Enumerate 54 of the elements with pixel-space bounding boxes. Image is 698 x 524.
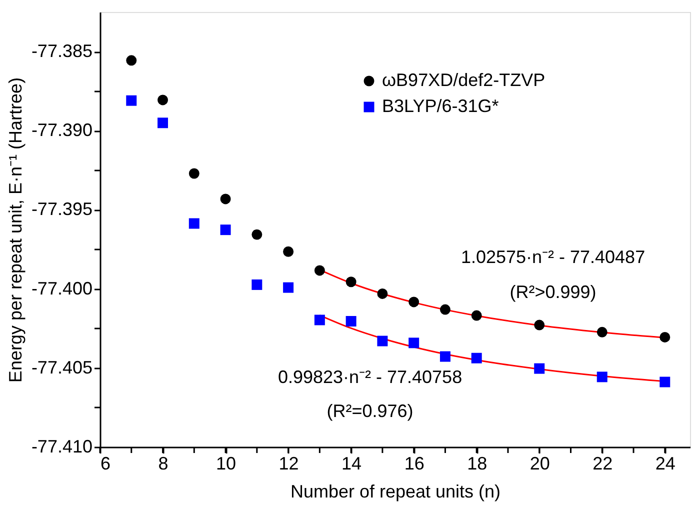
point: [346, 316, 356, 326]
x-tick-label: 14: [342, 454, 362, 474]
x-tick-label: 16: [404, 454, 424, 474]
point: [314, 314, 325, 326]
point: [440, 351, 450, 362]
x-tick-label: 12: [278, 454, 299, 474]
x-tick-label: 22: [592, 454, 613, 474]
legend-label: B3LYP/6-31G*: [382, 96, 499, 116]
point: [126, 55, 137, 66]
y-tick-label: -77.390: [31, 120, 92, 140]
point: [252, 229, 262, 240]
point: [596, 372, 608, 382]
x-tick-label: 8: [158, 454, 168, 474]
annotation: (R²=0.976): [326, 401, 414, 421]
y-tick-label: -77.400: [31, 278, 92, 298]
point: [440, 304, 450, 315]
point: [377, 288, 388, 299]
point: [660, 376, 670, 388]
point: [314, 265, 325, 276]
point: [660, 332, 670, 342]
point: [220, 224, 231, 236]
annotation: (R²>0.999): [510, 282, 596, 302]
point: [534, 363, 545, 374]
x-tick-label: 24: [655, 454, 676, 474]
y-axis-title: Energy per repeat unit, E·n⁻¹ (Hartree): [5, 77, 26, 383]
x-tick-label: 18: [467, 454, 488, 474]
point: [158, 118, 168, 128]
point: [283, 246, 294, 257]
legend-label: ωB97XD/def2-TZVP: [382, 70, 546, 90]
point: [471, 310, 482, 321]
x-tick-label: 20: [530, 454, 550, 474]
y-tick-label: -77.385: [31, 41, 92, 62]
annotation: 0.99823·n⁻² - 77.40758: [278, 367, 462, 387]
point: [188, 168, 200, 179]
y-tick-label: -77.395: [31, 199, 92, 220]
annotation: 1.02575·n⁻² - 77.40487: [460, 247, 646, 267]
point: [252, 279, 262, 290]
point: [408, 338, 420, 348]
y-tick-label: -77.410: [31, 436, 92, 456]
point: [188, 218, 200, 229]
y-tick-label: -77.405: [31, 357, 92, 378]
point: [158, 94, 168, 106]
point: [408, 296, 420, 308]
point: [534, 320, 545, 330]
point: [471, 352, 482, 364]
point: [126, 95, 137, 106]
point: [220, 194, 231, 204]
point: [283, 282, 294, 293]
x-tick-label: 6: [100, 454, 111, 474]
point: [596, 326, 608, 338]
point: [377, 336, 388, 346]
x-tick-label: 10: [216, 454, 236, 474]
x-axis-title: Number of repeat units (n): [290, 482, 501, 502]
point: [346, 276, 356, 288]
